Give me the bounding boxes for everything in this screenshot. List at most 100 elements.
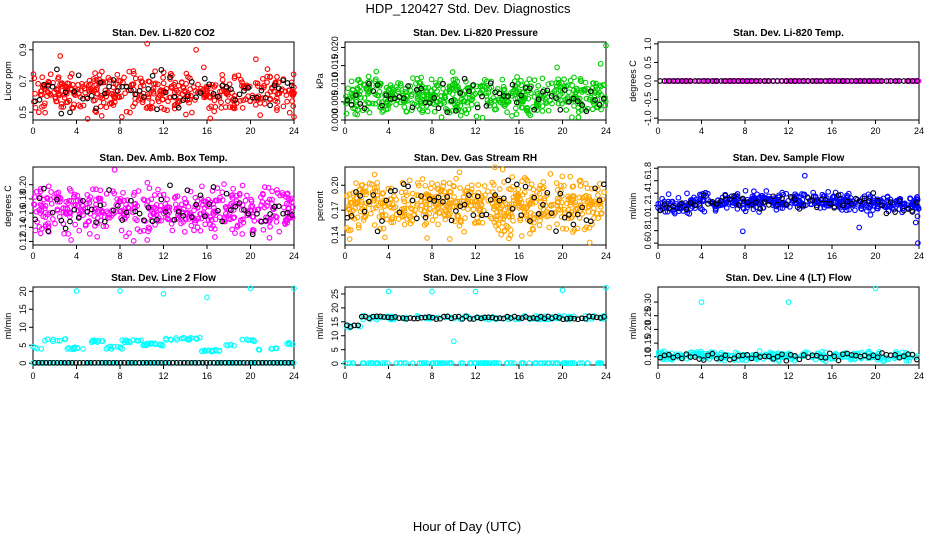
hourly-point [571,315,578,322]
data-point [355,86,361,93]
y-tick-label: 15 [18,304,28,314]
hourly-point [418,85,424,92]
data-point [478,360,484,366]
hourly-point [241,87,247,94]
hourly-point [466,88,472,95]
hourly-point [136,210,143,217]
data-point [198,348,205,354]
data-point [90,78,97,84]
data-point [247,98,253,104]
data-point [785,78,792,84]
hourly-point [552,313,559,320]
data-point [442,216,449,223]
data-point [548,202,554,208]
hourly-point [505,93,511,99]
data-point [756,209,762,215]
data-point [380,190,387,196]
data-point [536,186,543,192]
data-point [401,360,407,366]
data-point [86,200,93,206]
x-tick-label: 4 [386,371,391,381]
y-tick-label: 0.000 [330,109,340,132]
data-point [365,73,372,80]
data-point [516,204,523,211]
data-point [557,92,564,98]
data-point [96,72,103,78]
data-point [269,196,275,203]
data-point [502,101,509,108]
data-point [382,212,389,218]
hourly-point [383,197,390,204]
data-point [284,190,291,197]
data-point [449,91,456,97]
x-tick-label: 4 [386,251,391,261]
hourly-point [489,314,496,321]
data-point [481,83,488,90]
data-point [216,214,223,220]
data-point [240,97,247,104]
y-tick-label: 0.9 [18,44,28,57]
data-point [91,206,98,213]
data-point [248,196,254,203]
data-point [211,108,218,115]
data-point [554,195,561,202]
hourly-point [796,356,803,363]
hourly-point [222,359,228,366]
data-point [469,93,476,100]
data-point [183,70,190,77]
outlier-point [111,166,118,173]
data-point [103,190,110,197]
hourly-point [62,225,69,232]
data-point [230,207,237,213]
data-point [558,214,565,220]
y-tick-label: 0.10 [643,348,653,366]
hourly-point [357,192,364,199]
hourly-point [440,80,446,87]
data-point [569,114,575,121]
data-point [273,214,280,220]
data-point [435,221,441,228]
data-point [569,360,576,366]
data-point [395,86,401,93]
hourly-point [374,82,381,88]
hourly-point [822,196,829,203]
data-point [697,191,703,198]
hourly-point [73,359,79,366]
hourly-point [370,88,377,94]
data-point [88,339,95,345]
data-point [147,212,154,219]
x-tick-label: 20 [870,251,880,261]
data-point [515,193,521,200]
hourly-point [361,208,368,215]
data-point [465,206,471,213]
hourly-point [892,352,898,358]
hourly-point [800,352,807,358]
data-point [830,193,837,200]
x-tick-label: 24 [914,251,924,261]
data-point [96,209,103,216]
y-axis-label: degrees C [3,185,13,227]
data-point [515,186,522,193]
x-tick-label: 24 [601,371,611,381]
hourly-point [271,82,278,89]
data-point [527,200,533,207]
data-point [288,199,295,206]
panel-title: Stan. Dev. Gas Stream RH [414,153,537,164]
hourly-point [155,359,161,366]
data-point [366,201,373,207]
data-point [255,346,262,353]
hourly-point [32,359,38,366]
data-point [585,89,591,96]
data-point [694,78,700,84]
data-point [573,202,579,209]
x-tick-label: 20 [245,371,255,381]
data-point [358,194,365,201]
hourly-point [687,200,694,206]
data-point [166,94,173,101]
y-tick-label: 0.6 [643,237,653,250]
data-point [684,190,690,197]
data-point [229,104,236,111]
data-point [82,89,89,96]
hourly-point [766,353,772,360]
y-tick-label: 0.5 [18,106,28,119]
